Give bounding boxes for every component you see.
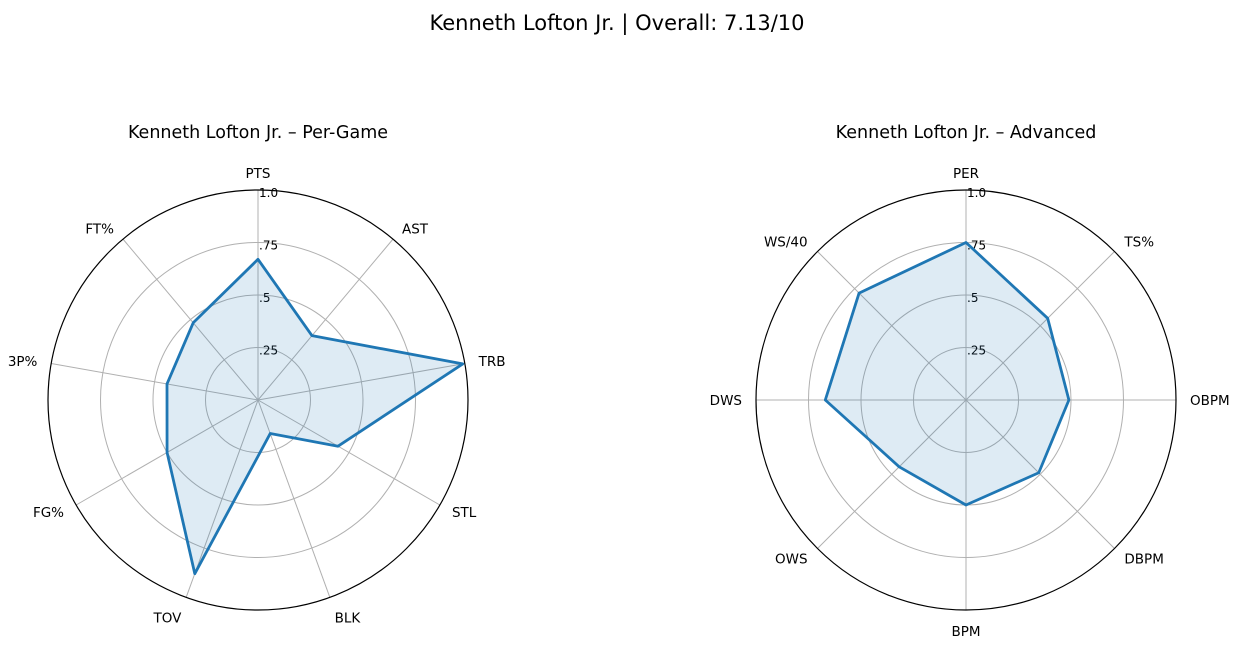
grid-spoke [965, 251, 1115, 401]
data-point-ows [897, 465, 901, 469]
radial-tick-label: 1.0 [259, 186, 278, 200]
data-point-bpm [964, 503, 968, 507]
polar-frame [47, 189, 469, 611]
category-label-3p-pct: 3P% [8, 354, 38, 370]
per-game-radar: Kenneth Lofton Jr. – Per-Game .25 .5 .75 1.0… [8, 123, 506, 626]
category-label-per: PER [953, 166, 979, 182]
radial-tick-label: .5 [259, 291, 270, 305]
category-label-dws: DWS [710, 393, 742, 409]
series-fill [167, 259, 463, 574]
data-point-obpm [1067, 398, 1071, 402]
radial-tick-label: 1.0 [967, 186, 986, 200]
category-label-ts-pct: TS% [1123, 235, 1154, 251]
category-label-fg-pct: FG% [33, 505, 64, 521]
category-label-stl: STL [452, 505, 477, 521]
category-label-bpm: BPM [951, 624, 980, 640]
category-label-ft-pct: FT% [85, 221, 114, 237]
category-label-blk: BLK [335, 610, 362, 626]
data-point-ft-pct [192, 321, 195, 324]
data-point-dbpm [1037, 471, 1040, 474]
data-point-ts-pct [1046, 317, 1049, 320]
category-label-tov: TOV [153, 610, 183, 626]
category-label-obpm: OBPM [1190, 393, 1230, 409]
grid-spoke [185, 399, 259, 598]
data-point-dws [824, 398, 827, 402]
series-fill [825, 242, 1069, 505]
grid-spoke [257, 238, 394, 401]
radial-tick-label: .25 [967, 344, 986, 358]
data-point-per [964, 241, 968, 244]
advanced-radar: Kenneth Lofton Jr. – Advanced.25.5.751.0… [710, 123, 1230, 640]
chart-title: Kenneth Lofton Jr. – Per-Game [128, 123, 388, 143]
grid-spoke [257, 399, 441, 506]
data-point-blk [269, 432, 272, 435]
category-label-dbpm: DBPM [1124, 551, 1163, 567]
data-point-fg-pct [165, 451, 169, 454]
radial-tick-label: .75 [259, 239, 278, 253]
category-label-trb: TRB [478, 354, 506, 370]
radial-tick-label: .5 [967, 291, 978, 305]
data-point-ast [310, 334, 314, 337]
data-point-pts [256, 258, 260, 261]
data-point-3p-pct [165, 382, 169, 386]
series-line [165, 257, 465, 576]
category-label-ows: OWS [775, 551, 808, 567]
data-point-trb [461, 362, 464, 366]
grid-spoke [817, 399, 967, 549]
grid-spoke [122, 238, 259, 401]
chart-title: Kenneth Lofton Jr. – Advanced [836, 123, 1097, 143]
category-label-ast: AST [402, 221, 429, 237]
grid-spoke [817, 251, 967, 401]
grid-spoke [965, 399, 1115, 549]
grid-spoke [51, 363, 259, 401]
category-label-ws-40: WS/40 [764, 235, 808, 251]
category-label-pts: PTS [246, 166, 271, 182]
data-point-tov [193, 572, 196, 575]
polar-frame [755, 189, 1177, 611]
data-point-ws-40 [857, 291, 861, 295]
grid-spoke [257, 363, 465, 401]
figure-title: Kenneth Lofton Jr. | Overall: 7.13/10 [429, 11, 804, 36]
data-point-stl [336, 445, 340, 448]
radial-tick-label: .25 [259, 344, 278, 358]
